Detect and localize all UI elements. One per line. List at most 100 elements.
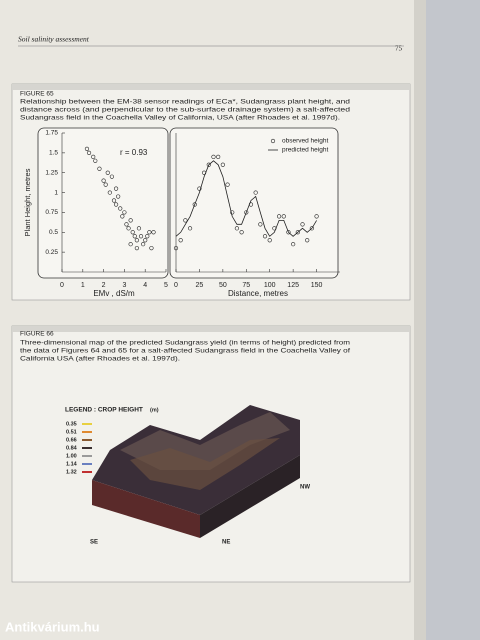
data-point [276,214,282,219]
data-point [91,154,96,159]
data-point [124,222,129,227]
figure-label: FIGURE 65 [20,91,54,98]
data-point [141,242,146,247]
x-tick-label: 0 [60,282,64,289]
data-point [291,242,296,247]
x-tick-label: 75 [242,282,250,289]
data-line [175,160,317,237]
data-point [113,186,119,191]
y-tick-label: 0.5 [49,229,58,236]
x-tick-label: 25 [196,282,204,289]
data-point [134,238,139,243]
terrain-3d [92,405,300,538]
data-point [84,146,90,151]
legend-label: 0.84 [66,445,78,451]
x-tick-label: 4 [143,282,147,289]
data-point [116,194,121,199]
data-point [225,182,230,187]
data-point [132,234,137,239]
data-point [130,230,135,235]
data-point [192,202,197,207]
figure-label: FIGURE 66 [20,331,54,338]
x-tick-label: 125 [287,282,299,289]
legend-label: 0.35 [66,421,77,427]
data-point [145,234,150,239]
data-point [281,214,286,219]
x-tick-label: 1 [81,282,85,289]
data-point [286,230,291,235]
y-tick-label: 0.75 [45,209,58,216]
data-point [206,162,211,167]
y-axis-label: Plant Height, metres [23,168,32,236]
data-point [314,214,319,219]
legend-label: predicted height [282,147,328,154]
terrain-side [200,455,300,538]
x-tick-label: 0 [174,282,178,289]
page-edge [414,0,426,640]
legend-title: LEGEND : CROP HEIGHT [65,407,143,414]
data-point [258,222,263,227]
legend-label: observed height [282,138,328,145]
y-tick-label: 1 [54,189,58,196]
y-tick-label: 0.25 [45,249,58,256]
caption-line: Relationship between the EM-38 sensor re… [20,99,351,106]
data-point [143,238,148,243]
corner-label: NW [300,485,310,491]
terrain-relief [130,438,280,490]
x-axis-label: Distance, metres [228,289,288,298]
data-point [120,214,125,219]
caption-line: distance across (and perpendicular to th… [20,107,351,114]
data-point [105,170,110,175]
plot-frame [37,127,169,279]
data-point [97,166,102,171]
data-point [187,226,193,231]
legend-label: 0.66 [66,437,77,443]
data-point [151,230,156,235]
corner-label: SE [90,540,98,546]
data-point [216,154,221,159]
x-axis-label: EMv , dS/m [93,289,135,298]
data-point [300,222,305,227]
data-point [197,186,202,191]
data-point [149,246,154,251]
data-point [295,230,300,235]
data-point [211,154,216,159]
legend-label: 1.32 [66,469,77,475]
data-point [107,190,112,195]
data-point [244,210,249,215]
data-point [309,226,314,231]
legend-label: 0.51 [66,429,77,435]
y-tick-label: 1.5 [49,150,58,157]
data-point [111,198,117,203]
page-number: 75 [395,45,403,53]
caption-line: Three-dimensional map of the predicted S… [20,340,350,347]
caption-line: Sudangrass field in the Coachella Valley… [20,115,340,122]
data-point [178,238,183,243]
x-tick-label: 50 [219,282,227,289]
data-point [103,182,108,187]
x-tick-label: 3 [122,282,126,289]
data-point [109,174,115,179]
data-point [253,190,258,195]
data-point [234,226,240,231]
running-title: Soil salinity assessment [18,35,90,44]
data-point [305,238,310,243]
data-point [262,234,268,239]
annotation: r = 0.93 [120,148,148,157]
legend-marker [270,138,276,144]
data-point [113,202,119,207]
data-point [173,246,179,251]
data-point [138,234,144,239]
x-tick-label: 150 [311,282,323,289]
terrain-side [92,480,200,538]
data-point [230,210,235,215]
data-point [136,226,142,231]
corner-label: NE [222,540,230,546]
data-point [118,206,123,211]
legend-unit: (m) [150,407,159,413]
plot-frame [169,127,339,279]
figure-band [12,84,410,90]
data-point [267,238,272,243]
